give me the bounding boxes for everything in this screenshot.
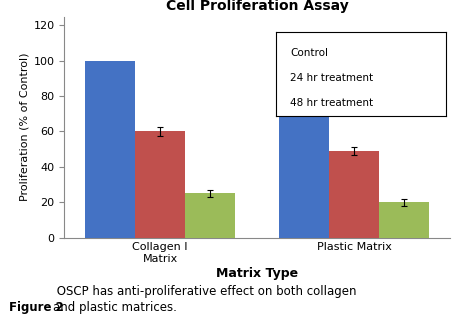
Bar bbox=[279, 61, 329, 238]
Bar bbox=[185, 193, 235, 238]
Text: OSCP has anti-proliferative effect on both collagen
and plastic matrices.: OSCP has anti-proliferative effect on bo… bbox=[53, 285, 356, 314]
Bar bbox=[135, 131, 185, 238]
X-axis label: Matrix Type: Matrix Type bbox=[216, 267, 298, 280]
Y-axis label: Proliferation (% of Control): Proliferation (% of Control) bbox=[19, 53, 29, 201]
Bar bbox=[329, 151, 379, 238]
Text: Figure 2: Figure 2 bbox=[9, 301, 64, 313]
Title: Cell Proliferation Assay: Cell Proliferation Assay bbox=[166, 0, 348, 13]
Bar bbox=[379, 202, 429, 238]
Bar bbox=[85, 61, 135, 238]
